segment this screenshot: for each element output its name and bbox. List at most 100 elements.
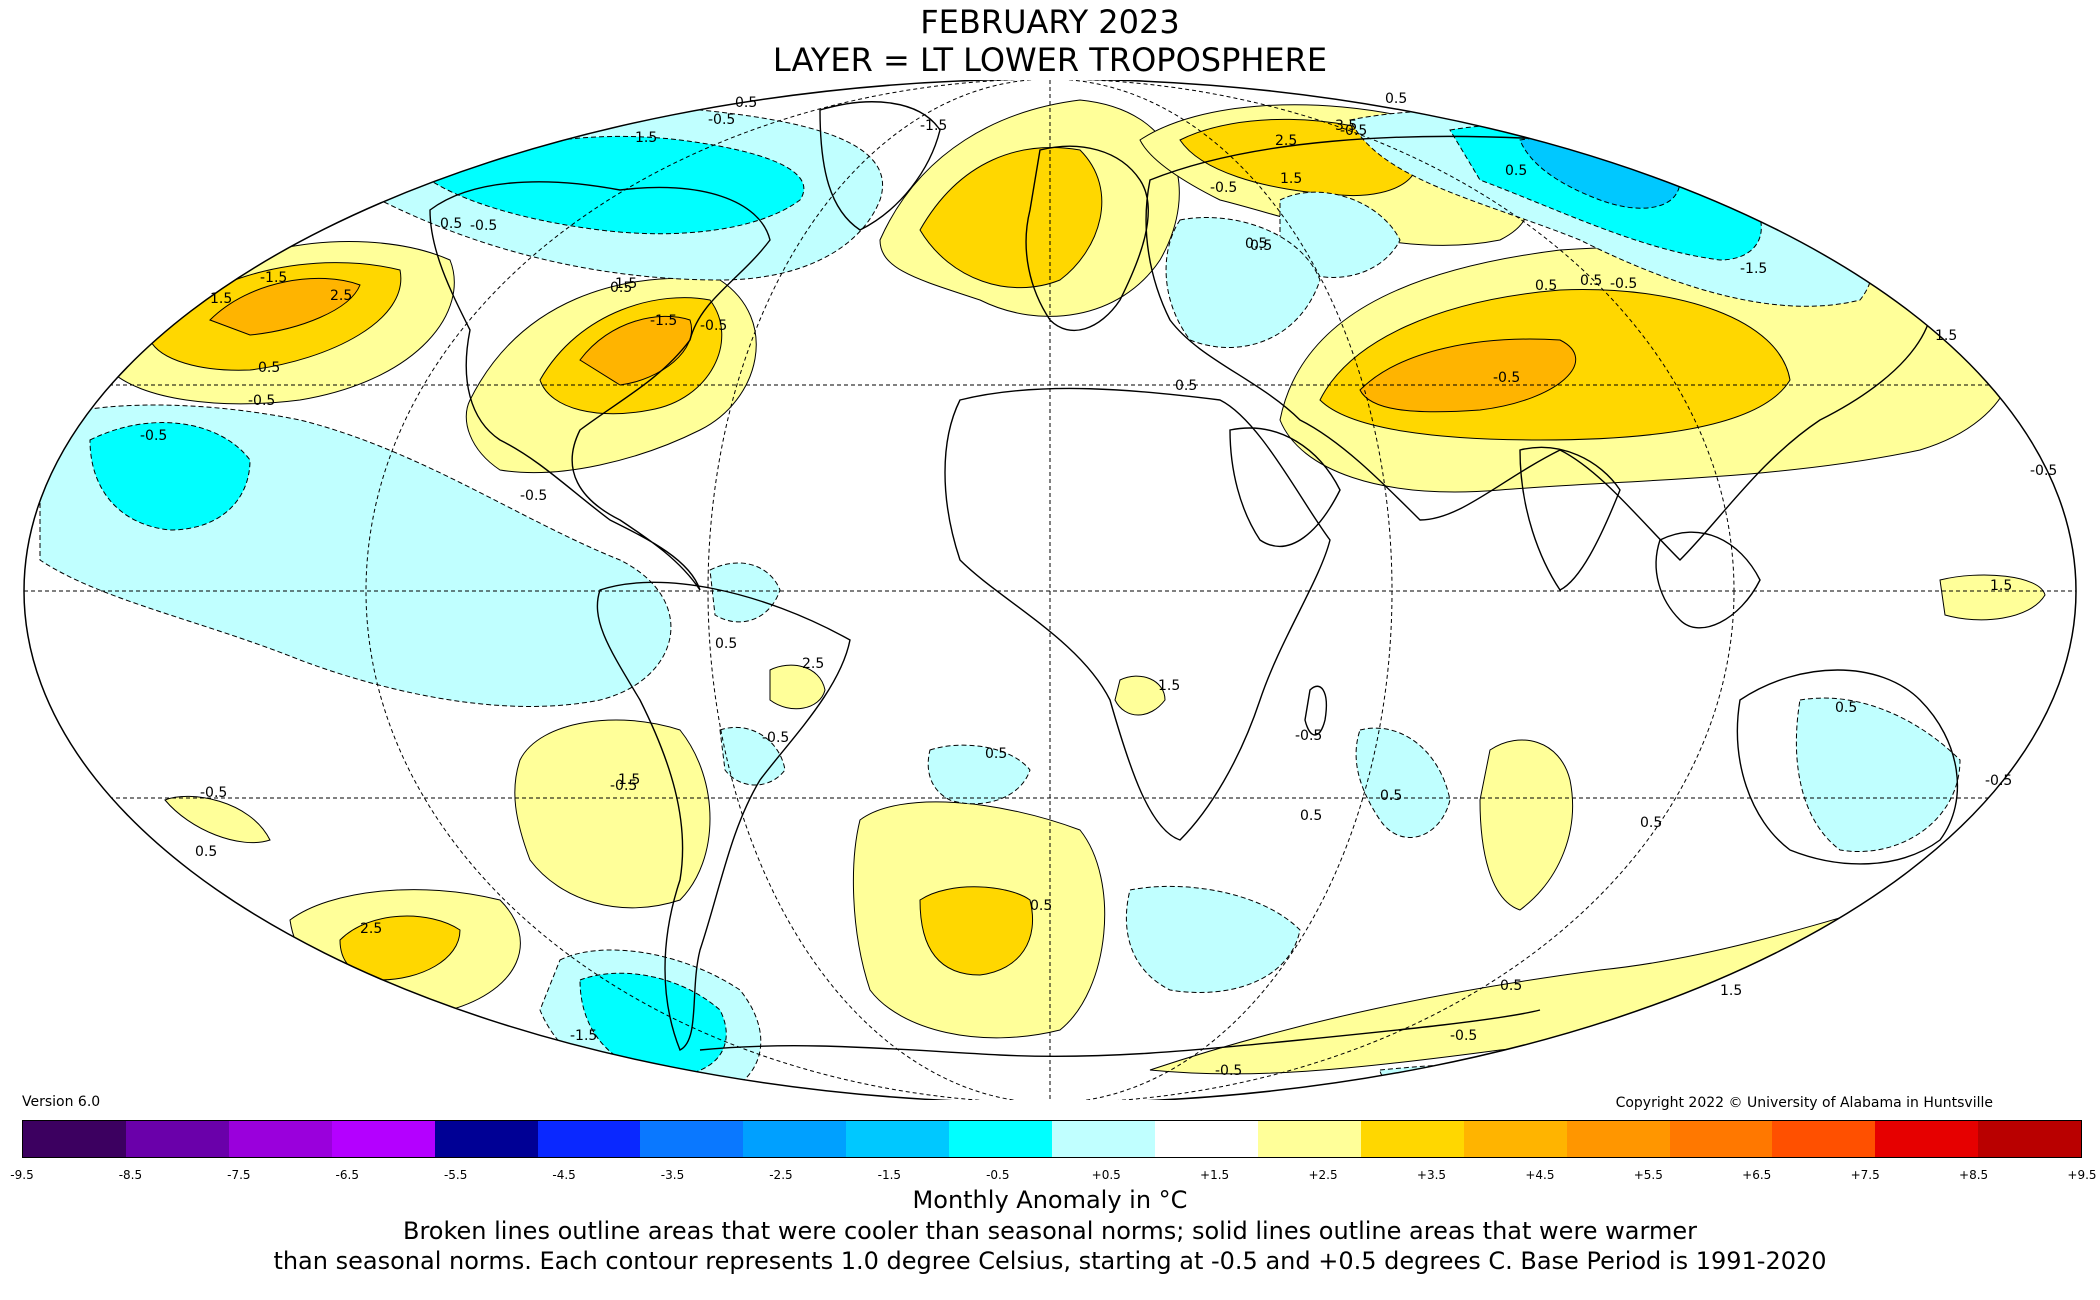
- contour-label: 0.5: [1245, 236, 1267, 252]
- colorbar-segment: [743, 1121, 847, 1157]
- colorbar-segment: [1052, 1121, 1155, 1157]
- colorbar-segment: [1463, 1121, 1567, 1157]
- colorbar-tick-label: -3.5: [660, 1168, 685, 1182]
- colorbar-segment: [331, 1121, 435, 1157]
- cool-region-southern-ocean-mid-core: [579, 972, 727, 1077]
- colorbar-segment: [125, 1121, 229, 1157]
- contour-label: 0.5: [1535, 278, 1557, 294]
- map-subtitle-layer: LAYER = LT LOWER TROPOSPHERE: [772, 41, 1328, 79]
- colorbar-tick-label: +7.5: [1850, 1168, 1880, 1182]
- contour-label: 0.5: [440, 216, 462, 232]
- contour-label: 0.5: [735, 95, 757, 111]
- colorbar-segment: [640, 1121, 744, 1157]
- contour-label: 1.5: [1720, 983, 1742, 999]
- cool-region-indian-south: [1355, 727, 1451, 838]
- outline-south-america: [596, 581, 851, 1051]
- colorbar-segment: [1875, 1121, 1979, 1157]
- contour-label: -0.5: [1295, 728, 1322, 744]
- contour-label: 0.5: [1385, 91, 1407, 107]
- contour-label: -0.5: [1210, 180, 1237, 196]
- contour-label: -0.5: [1340, 123, 1367, 139]
- colorbar-tick-label: -8.5: [118, 1168, 143, 1182]
- colorbar-segment: [23, 1121, 126, 1157]
- outline-southeast-asia: [1655, 531, 1761, 629]
- contour-label: 0.5: [1380, 788, 1402, 804]
- meridian-180: [365, 80, 1735, 1100]
- colorbar-segment: [1154, 1121, 1258, 1157]
- outline-africa: [944, 387, 1331, 841]
- warm-region-africa-south: [1114, 675, 1166, 716]
- anomaly-map: 0.5-0.51.5-1.52.53.50.5 -0.51.5-1.52.5 0.5…: [23, 80, 2077, 1100]
- contour-label: -0.5: [2030, 463, 2057, 479]
- colorbar-segment: [846, 1121, 950, 1157]
- contour-label: 0.5: [985, 746, 1007, 762]
- colorbar-ticks: -9.5 -8.5 -7.5 -6.5 -5.5 -4.5 -3.5 -2.5 -1.5 -0.5…: [10, 1168, 2096, 1184]
- contour-label: -1.5: [1740, 261, 1767, 277]
- warm-region-europe-core: [919, 147, 1103, 289]
- contour-label: 3.5: [1335, 118, 1357, 134]
- cool-region-atlantic-tropic: [927, 744, 1031, 805]
- contour-label: 0.5: [1835, 700, 1857, 716]
- colorbar-segment: [1772, 1121, 1876, 1157]
- colorbar-tick-label: +3.5: [1416, 1168, 1447, 1182]
- cool-region-atlantic-south: [1125, 885, 1301, 993]
- contour-label: 0.5: [610, 280, 632, 296]
- contour-label: -0.5: [708, 112, 735, 128]
- contour-label: 0.5: [1030, 898, 1052, 914]
- contour-label: -0.5: [470, 218, 497, 234]
- colorbar-tick-label: -6.5: [335, 1168, 359, 1182]
- contour-label: 0.5: [258, 360, 280, 376]
- contour-label: -1.5: [570, 1028, 597, 1044]
- colorbar-segment: [949, 1121, 1053, 1157]
- contour-label: 2.5: [360, 921, 382, 937]
- colorbar-tick-label: +4.5: [1525, 1168, 1555, 1182]
- colorbar-segment: [1669, 1121, 1773, 1157]
- warm-region-central-asia-peak: [1359, 338, 1577, 413]
- land-outlines: [429, 101, 1959, 1058]
- outline-north-america: [429, 181, 771, 591]
- contour-label: 1.5: [210, 291, 232, 307]
- contour-label: 1.5: [618, 772, 640, 788]
- cool-region-south-america-tropic: [709, 562, 781, 623]
- contour-label: 0.5: [715, 636, 737, 652]
- copyright-label: Copyright 2022 © University of Alabama i…: [1615, 1095, 1993, 1111]
- contour-label: 0.5: [1175, 378, 1197, 394]
- colorbar-segment: [1360, 1121, 1464, 1157]
- warm-region-south-pacific: [514, 719, 711, 909]
- colorbar-tick-label: +1.5: [1200, 1168, 1230, 1182]
- colorbar-tick-label: -0.5: [986, 1168, 1010, 1182]
- colorbar: [22, 1120, 2082, 1158]
- colorbar-tick-label: -1.5: [877, 1168, 902, 1182]
- contour-label: 2.5: [330, 288, 352, 304]
- colorbar-tick-label: +5.5: [1633, 1168, 1663, 1182]
- contour-label: 0.5: [1580, 273, 1602, 289]
- contour-label: 1.5: [1935, 328, 1957, 344]
- cool-region-arctic-canada-core: [429, 135, 805, 235]
- graticule: [24, 80, 2076, 1100]
- contour-label: 1.5: [1990, 578, 2012, 594]
- contour-label: -0.5: [200, 785, 227, 801]
- cool-region-south-america-mid: [719, 726, 786, 786]
- contour-label: 1.5: [1158, 678, 1180, 694]
- contour-label: 1.5: [1280, 171, 1302, 187]
- outline-europe: [1025, 145, 1149, 331]
- contour-label: -0.5: [520, 488, 547, 504]
- contour-label: 0.5: [1300, 808, 1322, 824]
- contour-label: -0.5: [610, 778, 637, 794]
- outline-india: [1519, 446, 1621, 591]
- outline-greenland: [819, 101, 941, 231]
- globe-outline: [23, 80, 2077, 1100]
- colorbar-segment: [1566, 1121, 1670, 1157]
- warm-region-pacific-north-peak: [209, 277, 361, 336]
- warm-region-south-america-east: [769, 664, 826, 710]
- cool-region-pacific-tropical-core: [89, 422, 251, 531]
- cool-region-australia-east: [1795, 697, 1961, 852]
- caption-note-line1: Broken lines outline areas that were coo…: [403, 1217, 1697, 1245]
- contour-label: -0.5: [248, 393, 275, 409]
- version-label: Version 6.0: [22, 1094, 101, 1110]
- colorbar-segment: [434, 1121, 538, 1157]
- colorbar-segment: [1257, 1121, 1361, 1157]
- warm-region-south-atlantic-core: [919, 886, 1034, 976]
- colorbar-segment: [1978, 1121, 2082, 1157]
- colorbar-tick-label: +0.5: [1091, 1168, 1121, 1182]
